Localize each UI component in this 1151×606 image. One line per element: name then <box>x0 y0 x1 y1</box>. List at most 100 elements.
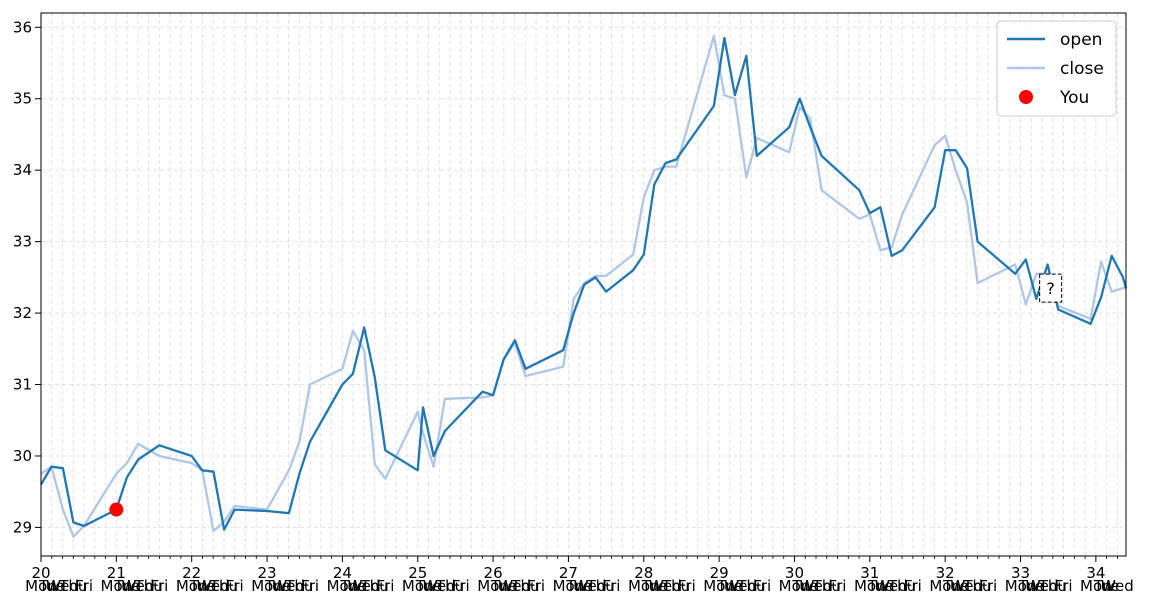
x-weekday-label: Fri <box>904 577 922 595</box>
grid <box>40 13 1126 556</box>
x-tick-label: 20 <box>31 564 50 582</box>
x-weekday-label: Mon <box>477 577 509 595</box>
x-weekday-label: Wed <box>348 577 381 595</box>
series-line-close <box>40 34 1126 538</box>
x-weekday-label: Mon <box>25 577 57 595</box>
x-weekday-label: Fri <box>377 577 395 595</box>
x-weekday-label: Mon <box>553 577 585 595</box>
markers <box>109 502 124 517</box>
x-weekday-label: Fri <box>678 577 696 595</box>
x-tick-label: 30 <box>785 564 804 582</box>
x-tick-label: 32 <box>936 564 955 582</box>
x-weekday-label: Mon <box>1005 577 1037 595</box>
legend-label: open <box>1060 30 1102 50</box>
legend-label: You <box>1059 88 1089 108</box>
y-tick-label: 36 <box>13 18 32 36</box>
x-weekday-label: Tue <box>490 577 517 595</box>
x-tick-label: 31 <box>860 564 879 582</box>
marker-point <box>109 502 124 517</box>
x-weekday-label: Thu <box>586 577 615 595</box>
x-weekday-label: Wed <box>272 577 305 595</box>
x-weekday-label: Tue <box>716 577 743 595</box>
legend-label: close <box>1060 59 1104 79</box>
x-tick-label: 24 <box>333 564 352 582</box>
x-weekday-label: Tue <box>641 577 668 595</box>
x-weekday-label: Thu <box>209 577 238 595</box>
x-weekday-label: Fri <box>979 577 997 595</box>
x-weekday-label: Thu <box>1038 577 1067 595</box>
x-weekday-label: Tue <box>791 577 818 595</box>
x-weekday-label: Fri <box>1055 577 1073 595</box>
x-weekday-label: Wed <box>122 577 155 595</box>
x-weekday-label: Wed <box>46 577 79 595</box>
x-weekday-label: Fri <box>75 577 93 595</box>
x-weekday-label: Mon <box>779 577 811 595</box>
x-tick-label: 29 <box>710 564 729 582</box>
x-weekday-label: Mon <box>929 577 961 595</box>
y-tick-label: 31 <box>13 376 32 394</box>
annotations: ? <box>1039 273 1063 303</box>
x-weekday-label: Wed <box>197 577 230 595</box>
y-tick-label: 33 <box>13 233 32 251</box>
x-tick-label: 26 <box>484 564 503 582</box>
x-weekday-label: Thu <box>812 577 841 595</box>
annotation-box <box>1039 273 1063 303</box>
x-weekday-label: Wed <box>724 577 757 595</box>
x-weekday-label: Wed <box>800 577 833 595</box>
x-tick-label: 23 <box>257 564 276 582</box>
x-weekday-label: Fri <box>753 577 771 595</box>
x-weekday-label: Wed <box>1026 577 1059 595</box>
x-weekday-label: Wed <box>423 577 456 595</box>
x-weekday-label: Fri <box>226 577 244 595</box>
y-tick-label: 35 <box>13 90 32 108</box>
x-weekday-label: Thu <box>962 577 991 595</box>
x-weekday-label: Mon <box>327 577 359 595</box>
y-axis-ticks: 29 30 31 32 33 34 35 36 <box>13 18 41 536</box>
x-weekday-label: Mon <box>854 577 886 595</box>
legend-swatch-You <box>1019 90 1033 104</box>
x-weekday-label: Tue <box>189 577 216 595</box>
x-weekday-label: Thu <box>736 577 765 595</box>
y-tick-label: 32 <box>13 304 32 322</box>
x-weekday-label: Mon <box>703 577 735 595</box>
x-weekday-label: Thu <box>58 577 87 595</box>
x-tick-label: 34 <box>1086 564 1105 582</box>
x-weekday-label: Tue <box>339 577 366 595</box>
x-weekday-label: Tue <box>1093 577 1120 595</box>
x-tick-label: 27 <box>559 564 578 582</box>
x-weekday-label: Mon <box>402 577 434 595</box>
x-weekday-label: Tue <box>942 577 969 595</box>
y-tick-label: 30 <box>13 447 32 465</box>
x-weekday-label: Fri <box>527 577 545 595</box>
x-weekday-label: Tue <box>1017 577 1044 595</box>
series-line-open <box>40 36 1128 531</box>
x-weekday-label: Fri <box>829 577 847 595</box>
x-tick-label: 28 <box>634 564 653 582</box>
x-weekday-label: Wed <box>950 577 983 595</box>
y-tick-label: 34 <box>13 161 32 179</box>
plot-frame <box>40 12 1127 557</box>
x-weekday-label: Thu <box>134 577 163 595</box>
x-weekday-label: Mon <box>251 577 283 595</box>
x-weekday-label: Thu <box>661 577 690 595</box>
x-weekday-label: Thu <box>510 577 539 595</box>
x-weekday-label: Tue <box>264 577 291 595</box>
x-weekday-label: Mon <box>176 577 208 595</box>
x-weekday-label: Mon <box>101 577 133 595</box>
series-lines <box>40 34 1128 538</box>
x-weekday-label: Thu <box>435 577 464 595</box>
x-weekday-label: Tue <box>415 577 442 595</box>
x-weekday-label: Wed <box>498 577 531 595</box>
x-weekday-label: Fri <box>150 577 168 595</box>
x-weekday-label: Wed <box>1101 577 1134 595</box>
x-weekday-label: Tue <box>565 577 592 595</box>
x-weekday-label: Fri <box>603 577 621 595</box>
x-weekday-label: Mon <box>1080 577 1112 595</box>
x-weekday-label: Tue <box>38 577 65 595</box>
x-weekday-label: Thu <box>284 577 313 595</box>
x-weekday-label: Wed <box>649 577 682 595</box>
x-weekday-label: Wed <box>574 577 607 595</box>
legend: open close You <box>996 20 1117 117</box>
x-tick-label: 25 <box>408 564 427 582</box>
